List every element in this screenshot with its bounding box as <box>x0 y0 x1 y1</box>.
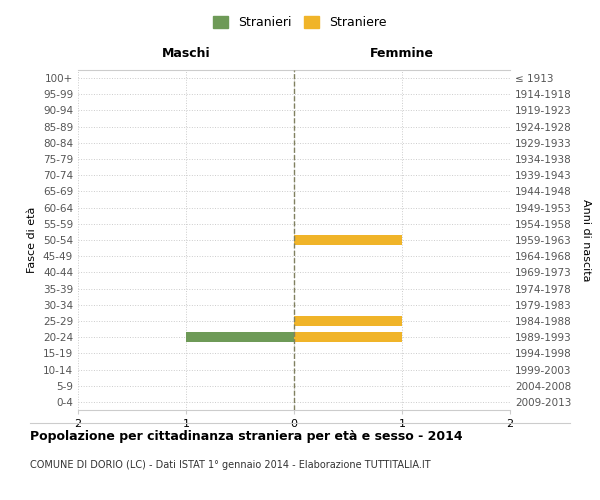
Text: Femmine: Femmine <box>370 47 434 60</box>
Bar <box>294 234 402 246</box>
Bar <box>186 332 294 342</box>
Y-axis label: Anni di nascita: Anni di nascita <box>581 198 591 281</box>
Bar <box>294 316 402 326</box>
Text: COMUNE DI DORIO (LC) - Dati ISTAT 1° gennaio 2014 - Elaborazione TUTTITALIA.IT: COMUNE DI DORIO (LC) - Dati ISTAT 1° gen… <box>30 460 431 470</box>
Legend: Stranieri, Straniere: Stranieri, Straniere <box>208 11 392 34</box>
Text: Maschi: Maschi <box>161 47 211 60</box>
Text: Popolazione per cittadinanza straniera per età e sesso - 2014: Popolazione per cittadinanza straniera p… <box>30 430 463 443</box>
Y-axis label: Fasce di età: Fasce di età <box>28 207 37 273</box>
Bar <box>294 332 402 342</box>
